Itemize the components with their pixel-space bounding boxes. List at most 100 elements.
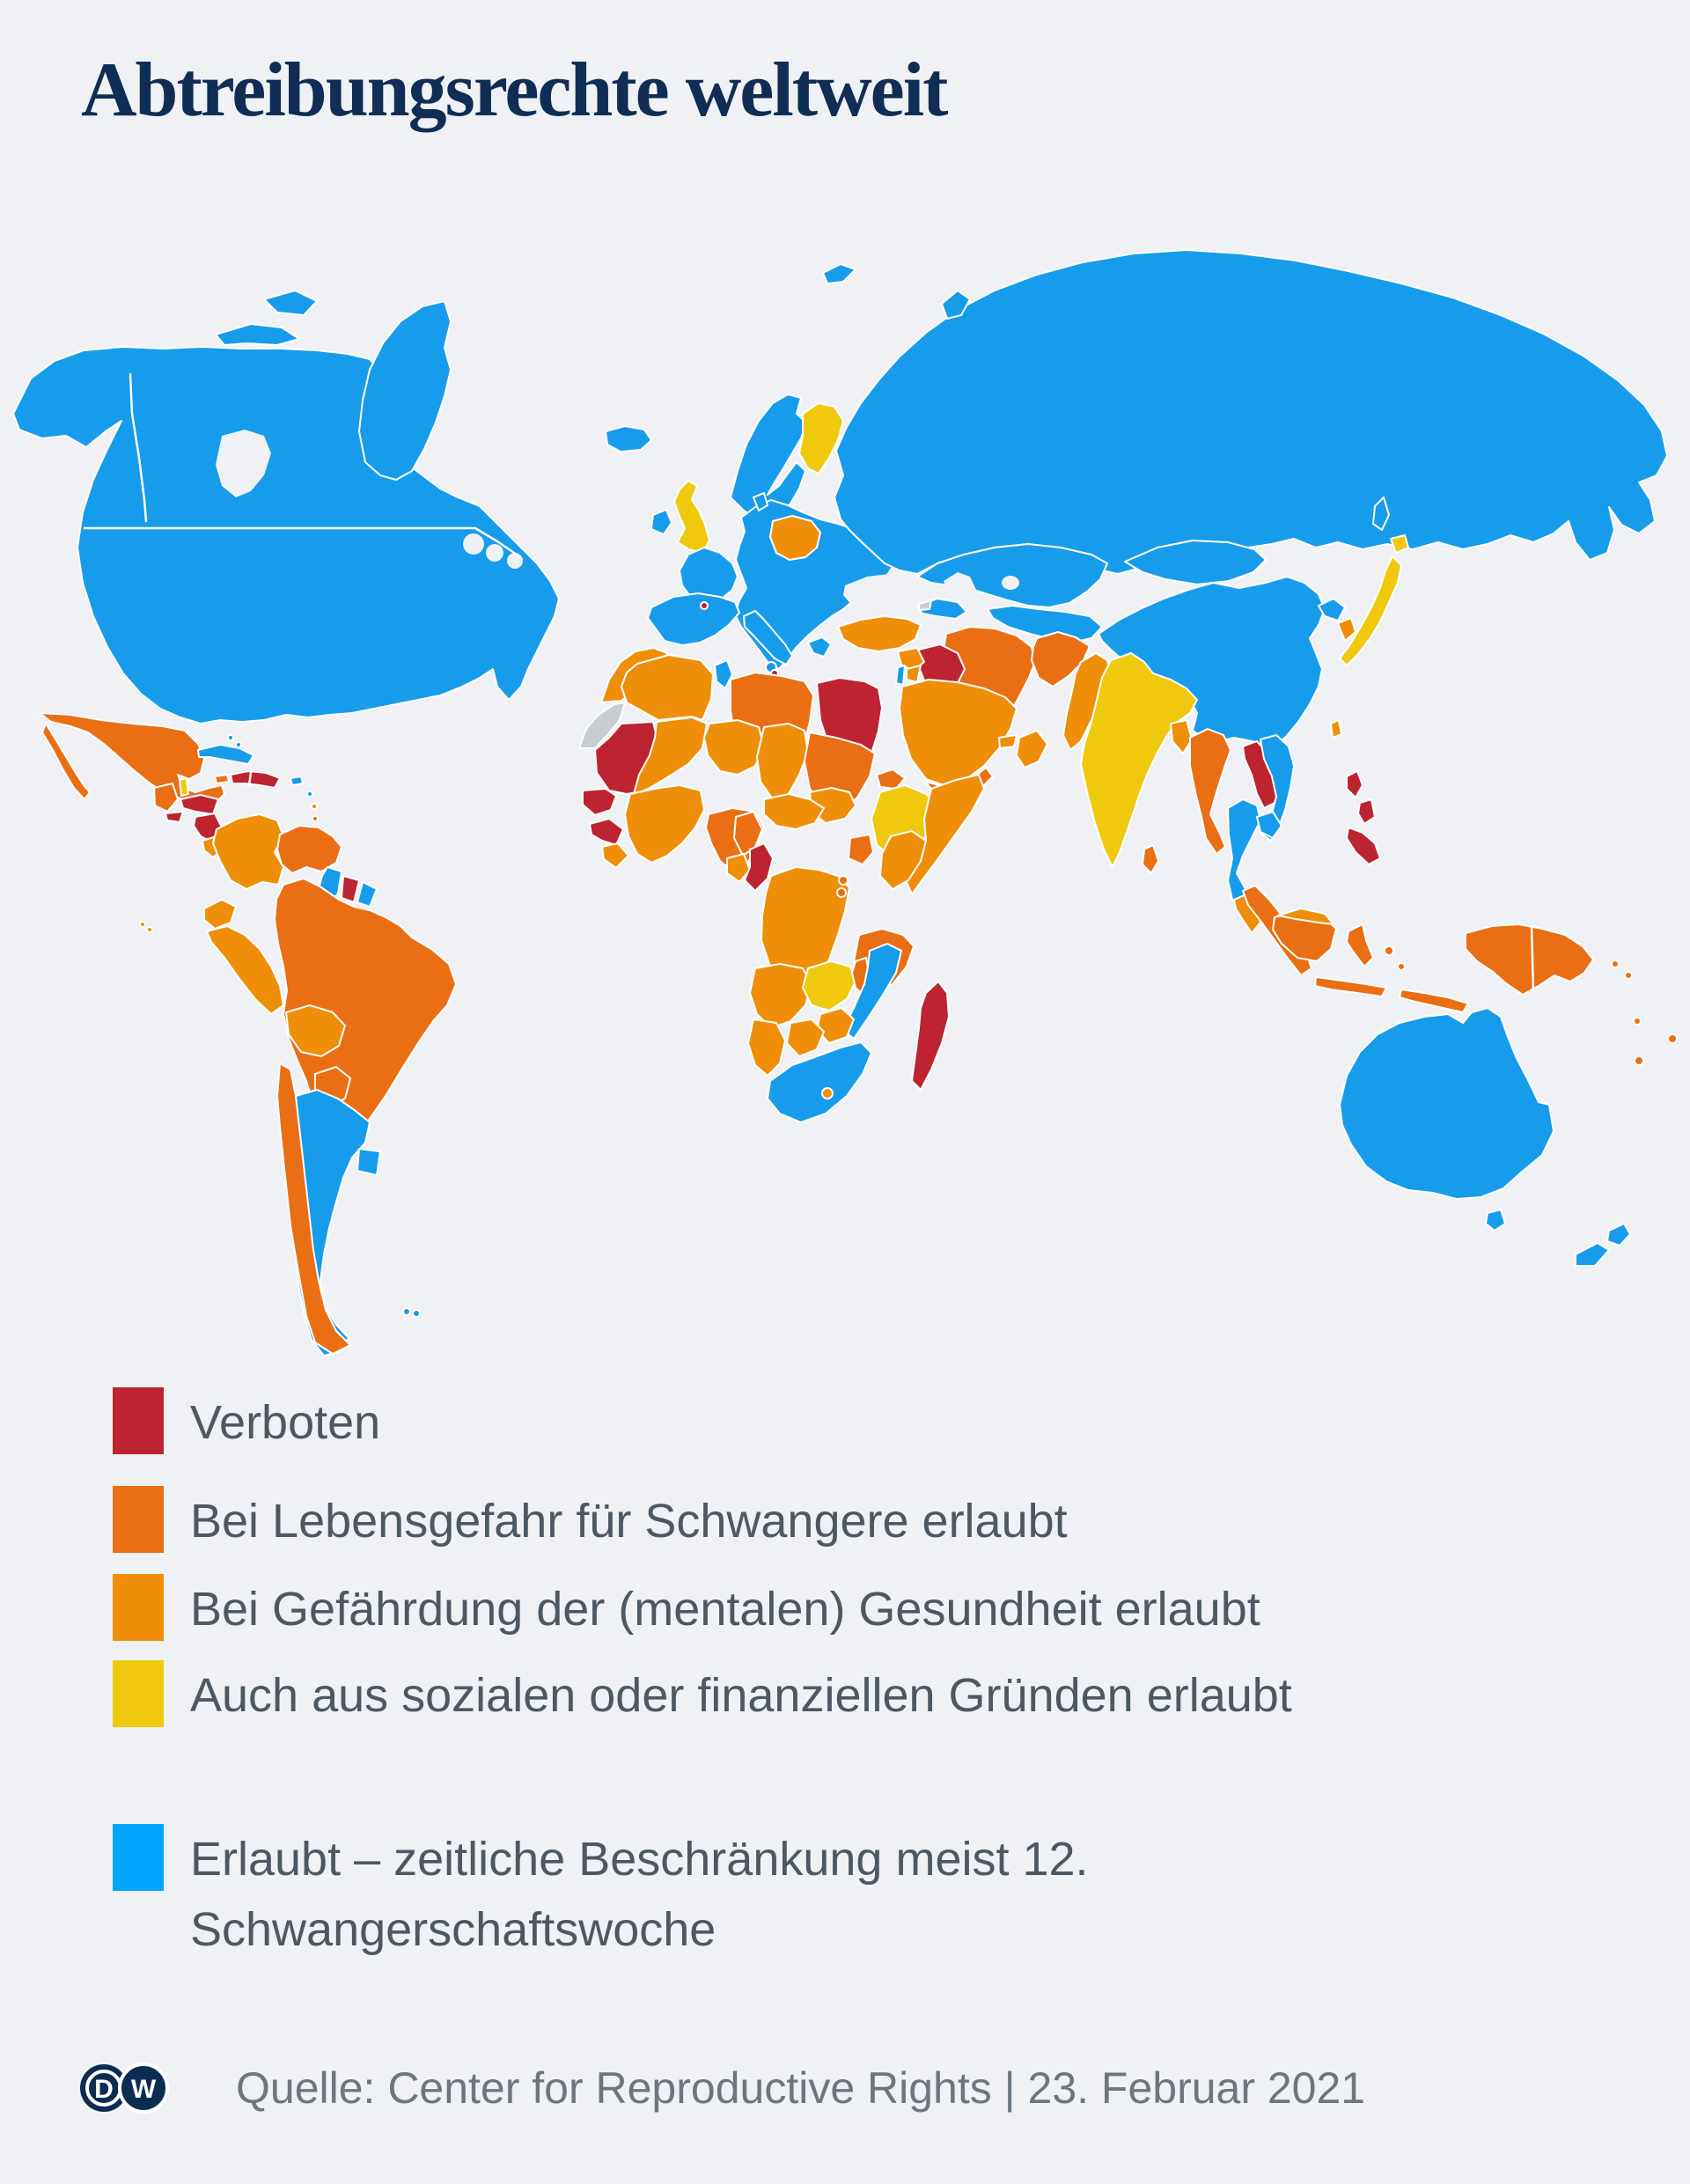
- country-vanuatu: [1633, 1017, 1642, 1026]
- country-denmark: [753, 492, 768, 511]
- country-west-africa: [624, 784, 705, 864]
- country-australia: [1339, 1007, 1554, 1200]
- country-central-african-republic: [763, 793, 825, 830]
- country-lesser-antilles: [311, 803, 318, 810]
- country-new-zealand-north: [1606, 1223, 1631, 1246]
- country-lesotho: [821, 1087, 834, 1099]
- country-galapagos: [146, 926, 153, 933]
- country-greenland: [358, 300, 452, 481]
- country-uganda: [848, 834, 874, 865]
- country-andorra: [700, 601, 709, 610]
- country-solomon-islands: [1611, 960, 1620, 968]
- country-hispaniola: [230, 770, 281, 789]
- country-el-salvador: [165, 811, 184, 823]
- country-sri-lanka: [1142, 844, 1159, 874]
- country-arctic-islands-2: [263, 290, 318, 316]
- country-france: [679, 547, 738, 605]
- country-new-zealand-south: [1575, 1242, 1610, 1267]
- border-new-guinea: [1530, 924, 1535, 993]
- country-hokkaido: [1390, 534, 1409, 554]
- legend-item-lebensgefahr: Bei Lebensgefahr für Schwangere erlaubt: [113, 1486, 1068, 1556]
- country-eritrea: [876, 768, 906, 790]
- country-java: [1314, 976, 1387, 997]
- dw-logo-letter-w: W: [131, 2075, 157, 2104]
- border-alaska-canada: [129, 372, 148, 523]
- country-botswana: [786, 1018, 825, 1057]
- country-algeria: [621, 654, 714, 721]
- country-malaysia-borneo: [1277, 908, 1334, 925]
- country-moluccas: [1384, 945, 1394, 956]
- country-zambia: [802, 960, 856, 1011]
- country-madagascar: [911, 981, 950, 1091]
- legend-swatch-gesundheit: [113, 1574, 164, 1641]
- country-mali: [633, 717, 708, 795]
- country-finland: [798, 402, 844, 474]
- country-philippines: [1357, 798, 1376, 825]
- country-united-kingdom: [673, 480, 710, 554]
- country-bangladesh: [1170, 719, 1193, 754]
- country-falklands: [402, 1307, 411, 1316]
- country-philippines: [1346, 770, 1363, 798]
- country-new-caledonia: [1634, 1055, 1644, 1066]
- country-south-korea: [1337, 617, 1356, 642]
- country-pakistan: [1062, 652, 1112, 751]
- border-us-canada: [83, 526, 521, 558]
- legend-item-verboten: Verboten: [113, 1387, 380, 1458]
- country-burundi: [836, 887, 847, 898]
- border-hispaniola: [247, 770, 253, 788]
- country-french-guiana: [356, 881, 378, 908]
- country-fiji: [1667, 1033, 1678, 1044]
- country-suriname: [341, 875, 360, 903]
- great-lake-1: [463, 533, 484, 555]
- map-borders: [83, 372, 1535, 993]
- legend-label: Verboten: [190, 1396, 381, 1449]
- country-saudi-arabia: [899, 679, 1018, 787]
- legend-item-gesundheit: Bei Gefährdung der (mentalen) Gesundheit…: [113, 1574, 1260, 1644]
- country-niger: [703, 719, 765, 776]
- country-ireland: [650, 509, 672, 535]
- country-afghanistan: [1031, 631, 1091, 688]
- country-iberia: [647, 592, 740, 646]
- country-venezuela: [276, 825, 342, 874]
- country-guinea: [589, 818, 624, 846]
- country-italy: [743, 610, 793, 665]
- country-israel: [895, 665, 906, 686]
- country-new-guinea: [1465, 923, 1594, 996]
- country-georgia-region: [918, 599, 932, 611]
- country-svalbard: [822, 263, 856, 284]
- hudson-bay: [216, 430, 271, 497]
- country-zimbabwe: [816, 1007, 855, 1044]
- country-guatemala: [153, 783, 179, 813]
- country-senegal: [582, 788, 617, 816]
- country-mexico: [39, 712, 225, 807]
- country-arctic-islands-1: [215, 323, 300, 346]
- country-congo: [744, 842, 774, 892]
- map-countries: [12, 249, 1678, 1357]
- country-poland: [769, 515, 821, 561]
- country-india: [1080, 652, 1198, 868]
- legend-item-erlaubt: Erlaubt – zeitliche Beschränkung meist 1…: [113, 1824, 1202, 1965]
- legend-label: Erlaubt – zeitliche Beschränkung meist 1…: [190, 1833, 1089, 1956]
- country-japan: [1339, 555, 1402, 666]
- country-central-asia: [987, 605, 1103, 643]
- country-novaya-zemlya: [941, 290, 971, 320]
- country-falklands: [412, 1309, 421, 1318]
- black-sea: [843, 574, 915, 616]
- country-north-korea: [1318, 598, 1346, 621]
- country-sakhalin: [1372, 496, 1390, 531]
- country-belize: [179, 777, 189, 797]
- legend-swatch-erlaubt: [113, 1824, 164, 1891]
- country-jordan: [906, 665, 922, 683]
- country-tasmania: [1485, 1209, 1506, 1232]
- country-rwanda: [838, 875, 849, 886]
- country-uruguay: [356, 1148, 381, 1176]
- country-iceland: [605, 425, 652, 452]
- legend-label: Bei Lebensgefahr für Schwangere erlaubt: [190, 1495, 1068, 1548]
- country-gabon: [726, 853, 751, 883]
- country-uae: [998, 734, 1018, 749]
- country-solomon-islands: [1624, 971, 1633, 980]
- country-lesser-antilles: [306, 791, 313, 798]
- country-moluccas: [1397, 962, 1406, 971]
